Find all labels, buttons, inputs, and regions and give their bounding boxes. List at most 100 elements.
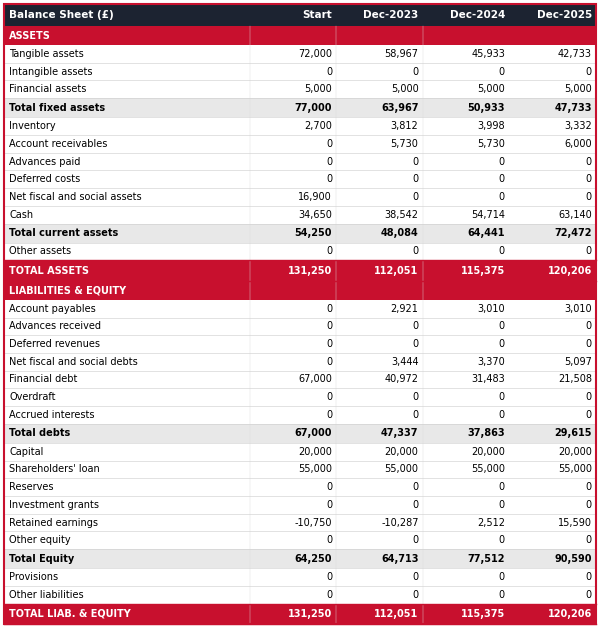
Text: 3,370: 3,370 [477,357,505,367]
Text: 50,933: 50,933 [467,103,505,113]
Text: 21,508: 21,508 [558,374,592,384]
Bar [4,260,596,281]
Text: 38,542: 38,542 [385,210,419,220]
Text: 64,250: 64,250 [295,554,332,563]
Text: 120,206: 120,206 [548,609,592,619]
Text: 0: 0 [499,410,505,420]
Text: ASSETS: ASSETS [9,31,51,41]
Text: 77,000: 77,000 [295,103,332,113]
Text: -10,287: -10,287 [381,517,419,528]
Text: 6,000: 6,000 [565,139,592,149]
Text: 0: 0 [586,482,592,492]
Text: 0: 0 [586,339,592,349]
Text: 5,097: 5,097 [564,357,592,367]
Text: Reserves: Reserves [9,482,53,492]
Text: Financial assets: Financial assets [9,84,86,94]
Text: 0: 0 [326,67,332,77]
Text: 20,000: 20,000 [558,447,592,457]
Text: 0: 0 [412,339,419,349]
Text: 3,010: 3,010 [478,304,505,313]
Bar [4,318,596,335]
Text: 31,483: 31,483 [471,374,505,384]
Text: Advances paid: Advances paid [9,156,80,166]
Text: 77,512: 77,512 [467,554,505,563]
Bar [4,80,596,98]
Text: 0: 0 [412,572,419,582]
Bar [4,514,596,531]
Text: 5,000: 5,000 [477,84,505,94]
Text: Account payables: Account payables [9,304,96,313]
Bar [4,479,596,496]
Text: 55,000: 55,000 [298,464,332,474]
Text: Total Equity: Total Equity [9,554,74,563]
Text: 0: 0 [412,482,419,492]
Text: Inventory: Inventory [9,121,56,131]
Text: 63,140: 63,140 [558,210,592,220]
Bar [4,371,596,388]
Text: 0: 0 [586,67,592,77]
Text: 0: 0 [326,339,332,349]
Text: 115,375: 115,375 [461,266,505,276]
Bar [4,170,596,188]
Text: Retained earnings: Retained earnings [9,517,98,528]
Text: Total debts: Total debts [9,428,70,438]
Text: 72,000: 72,000 [298,49,332,59]
Text: 3,010: 3,010 [565,304,592,313]
Text: 5,730: 5,730 [477,139,505,149]
Text: 0: 0 [586,192,592,202]
Text: 64,441: 64,441 [467,228,505,238]
Bar [4,224,596,242]
Text: 55,000: 55,000 [558,464,592,474]
Text: 0: 0 [586,246,592,256]
Text: 0: 0 [412,192,419,202]
Text: Intangible assets: Intangible assets [9,67,92,77]
Text: 0: 0 [326,156,332,166]
Text: 0: 0 [499,156,505,166]
Text: 58,967: 58,967 [385,49,419,59]
Bar [4,586,596,604]
Text: 40,972: 40,972 [385,374,419,384]
Text: 47,733: 47,733 [554,103,592,113]
Text: 67,000: 67,000 [295,428,332,438]
Bar [4,496,596,514]
Text: 2,921: 2,921 [391,304,419,313]
Bar [4,353,596,371]
Text: 0: 0 [326,392,332,402]
Bar [4,531,596,549]
Text: 42,733: 42,733 [558,49,592,59]
Text: 0: 0 [499,67,505,77]
Bar [4,443,596,460]
Text: 0: 0 [586,500,592,510]
Text: 5,000: 5,000 [391,84,419,94]
Text: 0: 0 [499,174,505,184]
Text: 72,472: 72,472 [554,228,592,238]
Text: Total current assets: Total current assets [9,228,118,238]
Text: 3,998: 3,998 [478,121,505,131]
Text: 0: 0 [326,139,332,149]
Text: Dec-2023: Dec-2023 [363,10,419,20]
Text: 54,714: 54,714 [471,210,505,220]
Bar [4,388,596,406]
Text: 0: 0 [412,174,419,184]
Text: Provisions: Provisions [9,572,58,582]
Text: 0: 0 [586,322,592,332]
Text: 15,590: 15,590 [558,517,592,528]
Text: 0: 0 [586,590,592,600]
Bar [4,549,596,568]
Text: LIABILITIES & EQUITY: LIABILITIES & EQUITY [9,285,126,295]
Text: 47,337: 47,337 [381,428,419,438]
Text: Net fiscal and social debts: Net fiscal and social debts [9,357,138,367]
Text: 0: 0 [326,410,332,420]
Text: -10,750: -10,750 [295,517,332,528]
Text: 20,000: 20,000 [471,447,505,457]
Text: 131,250: 131,250 [288,266,332,276]
Text: 34,650: 34,650 [298,210,332,220]
Text: 0: 0 [326,304,332,313]
Text: Tangible assets: Tangible assets [9,49,84,59]
Bar [4,26,596,45]
Text: 0: 0 [586,156,592,166]
Bar [4,45,596,63]
Bar [4,335,596,353]
Text: 0: 0 [499,572,505,582]
Text: Net fiscal and social assets: Net fiscal and social assets [9,192,142,202]
